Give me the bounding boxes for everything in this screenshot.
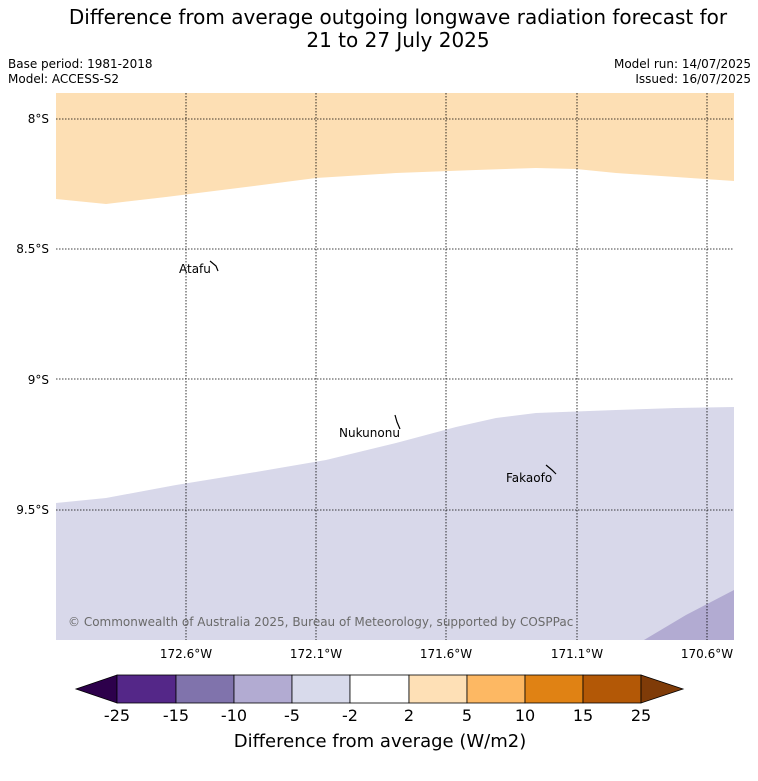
model-name: Model: ACCESS-S2 bbox=[8, 72, 120, 86]
lon-label: 172.1°W bbox=[290, 647, 342, 661]
colorbar-tick: 25 bbox=[631, 706, 651, 725]
lon-label: 171.1°W bbox=[551, 647, 603, 661]
colorbar-tick: -2 bbox=[342, 706, 358, 725]
colorbar-segment bbox=[349, 674, 410, 704]
lon-label: 171.6°W bbox=[420, 647, 472, 661]
colorbar-tick: 15 bbox=[573, 706, 593, 725]
colorbar-segment bbox=[233, 674, 293, 704]
title-line-2: 21 to 27 July 2025 bbox=[306, 28, 490, 52]
colorbar-tick: -5 bbox=[284, 706, 300, 725]
issued-date: Issued: 16/07/2025 bbox=[635, 72, 751, 86]
colorbar-tick: 5 bbox=[462, 706, 472, 725]
graticule bbox=[56, 93, 734, 640]
lat-label: 8°S bbox=[28, 112, 49, 126]
colorbar-segment bbox=[582, 674, 642, 704]
colorbar-tick: 2 bbox=[404, 706, 414, 725]
colorbar-extend-low bbox=[74, 674, 118, 704]
colorbar-label: Difference from average (W/m2) bbox=[234, 731, 526, 752]
place-label-atafu: Atafu bbox=[179, 262, 211, 276]
meta-right: Model run: 14/07/2025 Issued: 16/07/2025 bbox=[614, 57, 751, 87]
lat-label: 8.5°S bbox=[16, 242, 49, 256]
map-title: Difference from average outgoing longwav… bbox=[0, 6, 758, 52]
title-line-1: Difference from average outgoing longwav… bbox=[68, 5, 728, 29]
colorbar-segment bbox=[408, 674, 468, 704]
place-label-fakaofo: Fakaofo bbox=[506, 471, 552, 485]
colorbar-segment bbox=[175, 674, 235, 704]
lat-label: 9°S bbox=[28, 373, 49, 387]
colorbar: -25 -15 -10 -5 -2 2 5 10 15 25 Differenc… bbox=[74, 674, 685, 752]
model-run: Model run: 14/07/2025 bbox=[613, 57, 751, 71]
copyright-text: © Commonwealth of Australia 2025, Bureau… bbox=[68, 615, 573, 629]
stronger-negative-region bbox=[644, 590, 734, 640]
colorbar-tick: 10 bbox=[515, 706, 535, 725]
atafu-atoll bbox=[209, 260, 219, 272]
lat-label: 9.5°S bbox=[16, 503, 49, 517]
lon-label: 172.6°W bbox=[160, 647, 212, 661]
colorbar-segment bbox=[291, 674, 351, 704]
lon-label: 170.6°W bbox=[681, 647, 733, 661]
colorbar-tick: -10 bbox=[221, 706, 247, 725]
colorbar-extend-high bbox=[640, 674, 685, 704]
map-panel: Atafu Nukunonu Fakaofo © Commonwealth of… bbox=[56, 93, 734, 640]
colorbar-segment bbox=[466, 674, 526, 704]
fakaofo-atoll bbox=[545, 464, 557, 475]
base-period: Base period: 1981-2018 bbox=[8, 57, 153, 71]
negative-anomaly-region bbox=[56, 407, 734, 640]
nukunonu-atoll bbox=[394, 414, 401, 430]
meta-left: Base period: 1981-2018 Model: ACCESS-S2 bbox=[8, 57, 153, 87]
colorbar-segment bbox=[116, 674, 177, 704]
place-label-nukunonu: Nukunonu bbox=[339, 426, 400, 440]
colorbar-segment bbox=[524, 674, 584, 704]
colorbar-tick: -15 bbox=[163, 706, 189, 725]
colorbar-tick: -25 bbox=[104, 706, 130, 725]
positive-anomaly-region bbox=[56, 93, 734, 204]
